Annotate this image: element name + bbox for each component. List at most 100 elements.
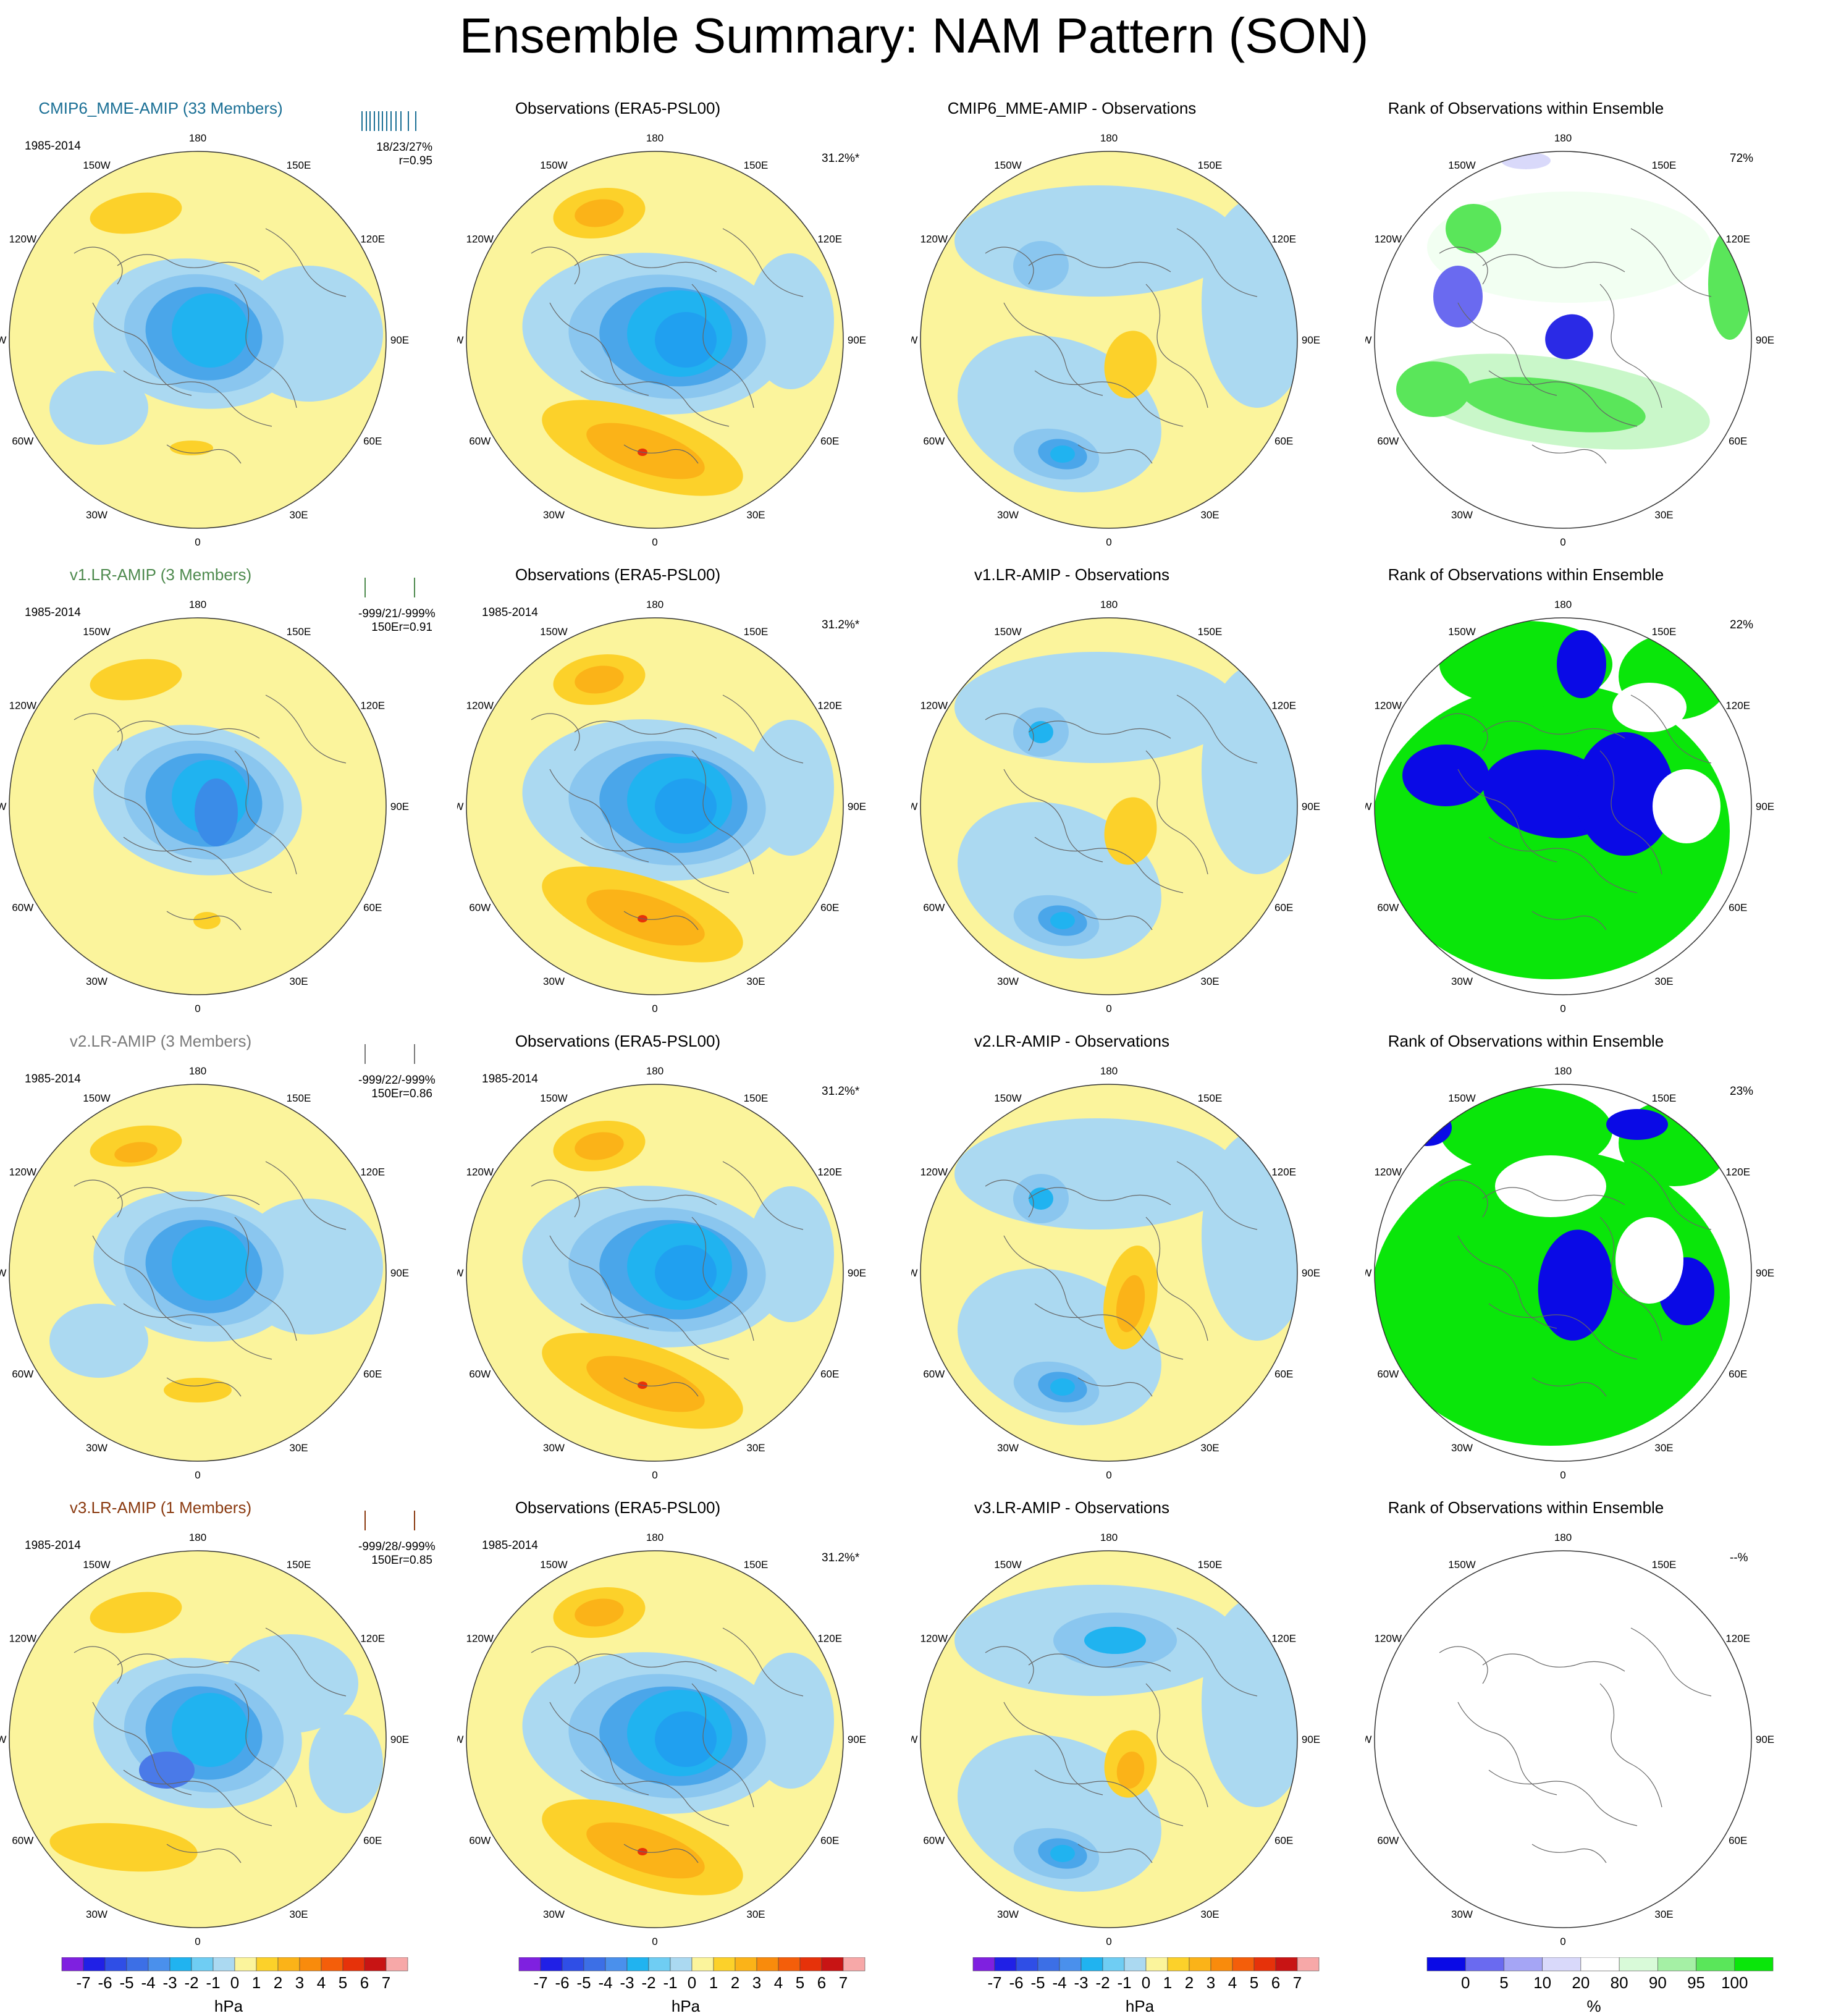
rank-polar-map: 180 150E 120E 90E 60E 30E 0 30W 60W 90W 120W 150W [1365,1532,1774,1947]
lon-label: 30W [997,1908,1019,1920]
contour-region [748,1653,834,1789]
lon-label: 150W [1448,159,1475,171]
colorbar-label: 1 [252,1973,261,1992]
lon-label: 120E [1271,700,1296,712]
contour-region [748,253,834,389]
lon-label: 180 [1554,1065,1572,1077]
lon-label: 60W [12,1369,33,1380]
panel-rank-row2: 180 150E 120E 90E 60E 30E 0 30W 60W 90W 120W 150W Ra… [1365,565,1822,1032]
colorbar-swatch [972,1957,995,1972]
lon-label: 120W [920,700,948,712]
colorbar-swatch [1275,1957,1298,1972]
lon-label: 120E [1271,234,1296,245]
lon-label: 0 [652,1003,657,1014]
obs-panel-title: Observations (ERA5-PSL00) [515,565,721,584]
obs-polar-map: 180 150E 120E 90E 60E 30E 0 30W 60W 90W 120W 150W [457,599,866,1014]
rank-percent: 23% [1730,1085,1754,1098]
lon-label: 90W [1365,1267,1371,1279]
lon-label: 150E [1652,1092,1677,1104]
lon-label: 90W [457,1734,463,1745]
contour-region [49,1304,148,1378]
colorbar-label: 4 [1228,1973,1237,1992]
contour-region [309,1714,383,1813]
rank-percent: --% [1730,1551,1748,1564]
lon-label: 0 [1560,536,1565,548]
lon-label: 60W [1377,902,1399,914]
lon-label: 90E [390,1734,409,1745]
lon-label: 60E [820,1835,839,1847]
colorbar-swatch [713,1957,736,1972]
lon-label: 180 [189,1065,206,1077]
colorbar-label: 20 [1572,1973,1590,1992]
lon-label: 120W [1375,1166,1402,1178]
panel-model-row1: 180 150E 120E 90E 60E 30E 0 30W 60W 90W 120W 150W CM… [0,99,457,566]
lon-label: 90E [1302,1734,1320,1745]
diff-panel-title: v2.LR-AMIP - Observations [974,1032,1169,1050]
lon-label: 120W [466,1166,494,1178]
colorbar-label: -6 [1009,1973,1023,1992]
colorbar-swatch [364,1957,387,1972]
explained-variance: 31.2%* [822,1085,860,1098]
lon-label: 0 [652,536,657,548]
colorbar-label: -7 [987,1973,1001,1992]
contour-region [1050,445,1075,463]
lon-label: 30W [1451,1908,1473,1920]
lon-label: 90E [1756,1267,1774,1279]
obs-panel-title: Observations (ERA5-PSL00) [515,99,721,117]
lon-label: 90E [1756,334,1774,346]
lon-label: 90E [1302,1267,1320,1279]
colorbar-label: -2 [641,1973,655,1992]
colorbar-swatch [61,1957,84,1972]
rank-region [1575,732,1674,856]
colorbar-swatch [234,1957,257,1972]
coastlines [1439,228,1712,464]
lon-label: 150E [1652,1559,1677,1571]
colorbar-swatch [1426,1957,1466,1972]
contour-region [172,293,248,368]
contour-region [193,912,221,929]
colorbar-label: 95 [1687,1973,1705,1992]
map-border [9,1084,387,1462]
colorbar-label: -6 [98,1973,112,1992]
contour-region [90,1592,182,1634]
colorbar-label: 7 [1293,1973,1302,1992]
colorbar-swatch [540,1957,563,1972]
period-label: 1985-2014 [25,1539,81,1552]
lon-label: 120E [817,1633,842,1645]
lon-label: 120W [1375,700,1402,712]
diff-polar-map: 180 150E 120E 90E 60E 30E 0 30W 60W 90W 120W 150W [911,132,1320,548]
colorbar-swatch [1504,1957,1543,1972]
lon-label: 60E [1729,1369,1747,1380]
member-tick [364,1511,366,1530]
map-border [466,617,844,995]
coastlines [985,228,1258,464]
contour-region [49,371,148,445]
contour-region [655,1711,717,1767]
map-border [466,151,844,529]
lon-label: 60W [469,436,491,447]
rank-region [1538,1229,1613,1341]
member-tick [400,111,402,131]
lon-label: 60W [923,902,945,914]
lon-label: 90E [1756,801,1774,812]
lon-label: 90E [390,334,409,346]
diff-polar-map: 180 150E 120E 90E 60E 30E 0 30W 60W 90W 120W 150W [911,599,1320,1014]
lon-label: 30E [289,1908,308,1920]
lon-label: 30E [1654,1442,1673,1454]
obs-panel-title: Observations (ERA5-PSL00) [515,1498,721,1517]
panel-obs-row3: 180 150E 120E 90E 60E 30E 0 30W 60W 90W 120W 150W Ob… [457,1032,914,1499]
lon-label: 30E [746,509,765,521]
model-correlation: 150Er=0.85 [371,1554,432,1567]
colorbar-swatch [648,1957,671,1972]
lon-label: 0 [652,1936,657,1947]
contour-region [1116,1751,1145,1789]
colorbar-swatch [1059,1957,1082,1972]
colorbar-swatch [843,1957,866,1972]
map-content [522,654,834,963]
lon-label: 150W [1448,1092,1475,1104]
lon-label: 30W [86,1908,107,1920]
contour-region [172,1693,248,1767]
rank-panel-title: Rank of Observations within Ensemble [1388,1498,1664,1517]
colorbar-swatch [191,1957,214,1972]
lon-label: 180 [646,1532,663,1543]
